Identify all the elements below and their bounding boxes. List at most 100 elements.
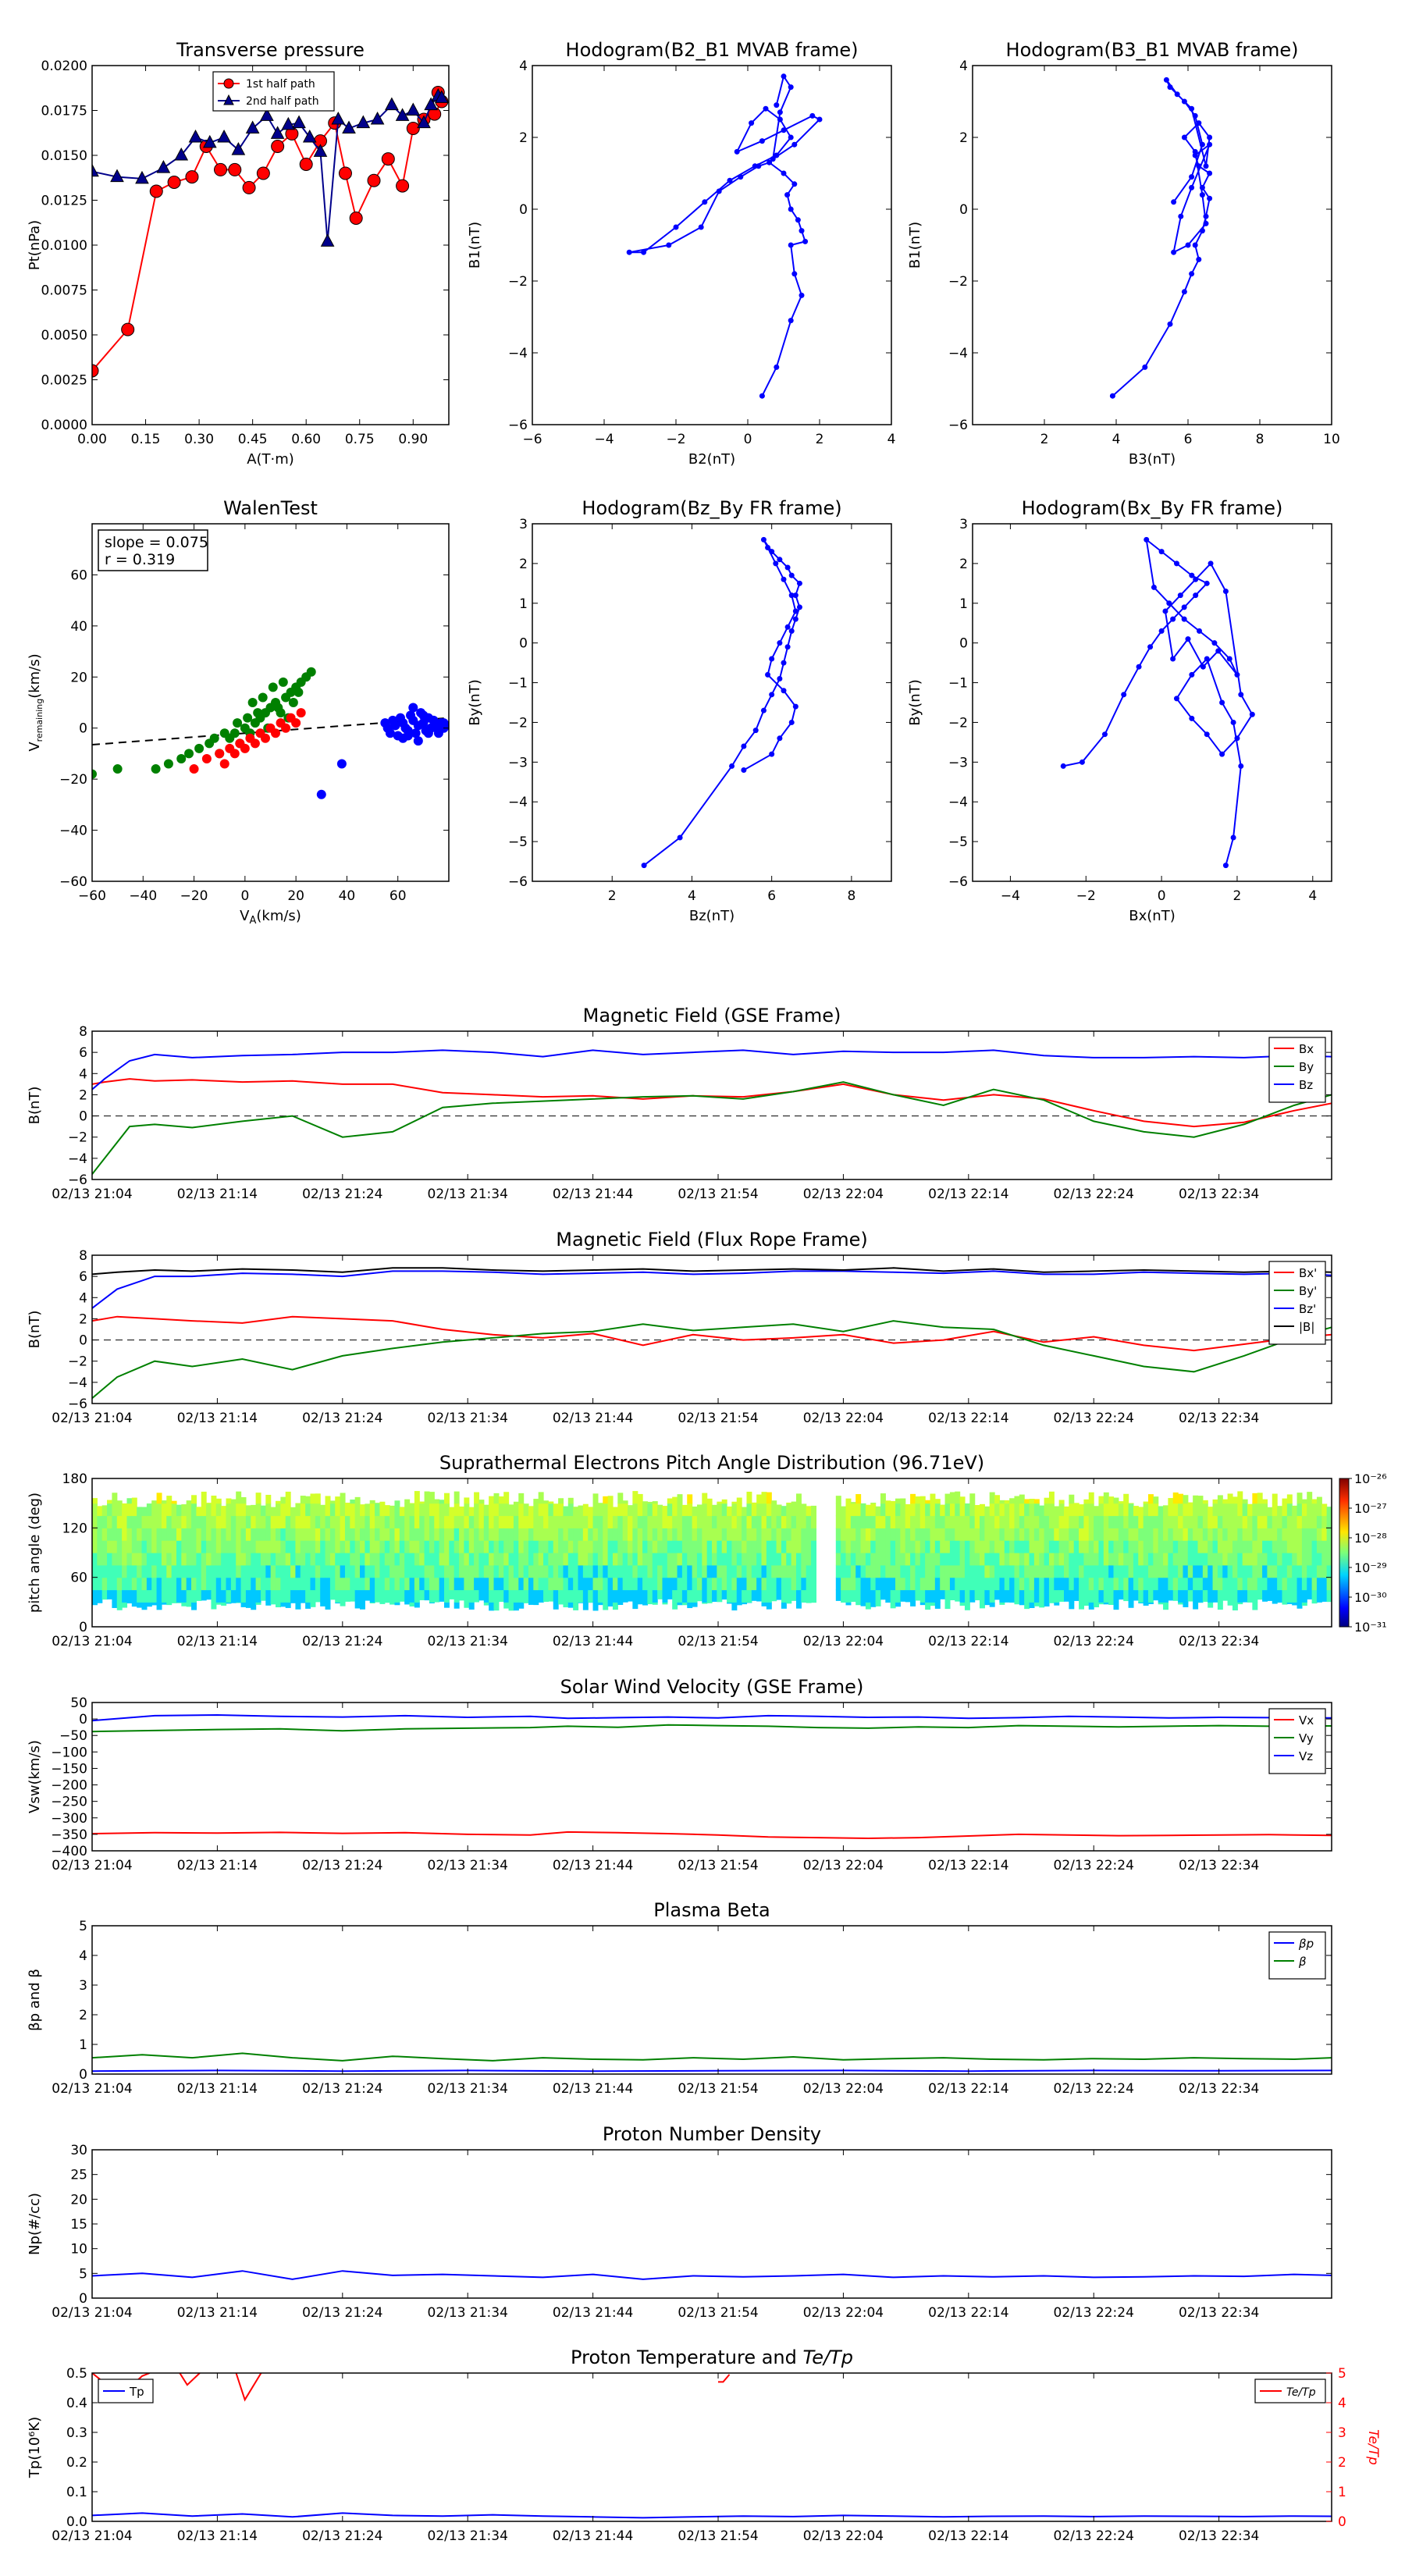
pad-cell bbox=[449, 1589, 455, 1599]
y-tick-label: 3 bbox=[519, 517, 528, 532]
pad-cell bbox=[92, 1577, 98, 1591]
pad-cell bbox=[245, 1553, 251, 1566]
pad-cell bbox=[171, 1528, 177, 1541]
scatter-point bbox=[184, 749, 194, 759]
pad-cell bbox=[850, 1503, 856, 1517]
pad-cell bbox=[141, 1602, 148, 1610]
pad-cell bbox=[1227, 1515, 1233, 1528]
pad-cell bbox=[528, 1553, 534, 1566]
pad-cell bbox=[731, 1515, 738, 1528]
pad-cell bbox=[211, 1577, 217, 1591]
pad-cell bbox=[746, 1553, 752, 1566]
pad-cell bbox=[1232, 1540, 1238, 1553]
pad-cell bbox=[1069, 1503, 1075, 1517]
x-tick-label: 02/13 22:24 bbox=[1054, 1858, 1134, 1873]
pad-cell bbox=[811, 1564, 816, 1578]
pad-cell bbox=[870, 1553, 877, 1566]
pad-cell bbox=[1252, 1589, 1258, 1603]
pad-cell bbox=[989, 1528, 995, 1541]
pad-cell bbox=[667, 1540, 673, 1553]
scatter-point bbox=[413, 736, 423, 746]
pad-cell bbox=[1158, 1540, 1164, 1553]
pad-cell bbox=[161, 1540, 167, 1553]
scatter-point bbox=[408, 703, 418, 713]
pad-cell bbox=[320, 1589, 326, 1603]
x-tick-label: 02/13 22:34 bbox=[1179, 2528, 1259, 2544]
pad-cell bbox=[344, 1515, 350, 1528]
pad-cell bbox=[1044, 1577, 1050, 1591]
series-line bbox=[643, 539, 801, 866]
pad-cell bbox=[315, 1589, 321, 1603]
pad-cell bbox=[1252, 1564, 1258, 1578]
y-tick-label: 1 bbox=[519, 596, 528, 612]
pad-cell bbox=[131, 1589, 137, 1603]
pad-cell bbox=[771, 1540, 777, 1553]
y-tick-label: 0.0100 bbox=[41, 238, 87, 254]
scatter-point bbox=[260, 733, 270, 743]
pad-cell bbox=[1088, 1589, 1094, 1603]
pad-cell bbox=[885, 1564, 891, 1578]
pad-cell bbox=[795, 1503, 802, 1517]
pad-cell bbox=[756, 1589, 763, 1602]
pad-cell bbox=[964, 1589, 970, 1603]
y-tick-label: −400 bbox=[51, 1844, 87, 1859]
pad-cell bbox=[1316, 1503, 1322, 1517]
pad-cell bbox=[280, 1577, 286, 1591]
data-point bbox=[1171, 199, 1177, 205]
plot-frame bbox=[91, 2372, 1332, 2522]
pad-cell bbox=[1183, 1515, 1189, 1528]
pad-cell bbox=[548, 1589, 554, 1602]
data-point bbox=[1200, 664, 1206, 670]
pad-cell bbox=[191, 1540, 197, 1553]
data-point bbox=[795, 217, 801, 223]
pad-cell bbox=[1193, 1540, 1199, 1553]
pad-cell bbox=[375, 1553, 381, 1566]
pad-cell bbox=[1292, 1553, 1298, 1566]
y-tick-label: −6 bbox=[68, 1397, 87, 1412]
pad-cell bbox=[1193, 1495, 1199, 1504]
pad-cell bbox=[141, 1528, 148, 1541]
pad-cell bbox=[1286, 1494, 1293, 1504]
pad-cell bbox=[766, 1564, 772, 1578]
pad-cell bbox=[107, 1528, 113, 1541]
colorbar-label: 10⁻²⁶ bbox=[1354, 1471, 1387, 1486]
pad-cell bbox=[1193, 1577, 1199, 1591]
pad-cell bbox=[1297, 1503, 1303, 1517]
pad-cell bbox=[1242, 1515, 1248, 1528]
pad-cell bbox=[677, 1540, 683, 1553]
pad-cell bbox=[518, 1602, 525, 1609]
pad-cell bbox=[201, 1589, 207, 1601]
pad-cell bbox=[379, 1501, 386, 1504]
pad-cell bbox=[171, 1515, 177, 1528]
colorbar-label: 10⁻²⁷ bbox=[1354, 1501, 1387, 1516]
x-tick-label: 02/13 22:04 bbox=[803, 2528, 884, 2544]
pad-cell bbox=[746, 1577, 752, 1591]
pad-cell bbox=[474, 1503, 480, 1517]
pad-cell bbox=[1014, 1553, 1020, 1566]
pad-cell bbox=[934, 1499, 941, 1504]
pad-cell bbox=[969, 1577, 976, 1591]
pad-cell bbox=[211, 1528, 217, 1541]
pad-cell bbox=[1009, 1564, 1016, 1578]
pad-cell bbox=[1103, 1540, 1109, 1553]
scatter-point bbox=[385, 728, 395, 738]
pad-cell bbox=[226, 1553, 232, 1566]
pad-cell bbox=[603, 1540, 609, 1553]
pad-cell bbox=[801, 1577, 807, 1591]
pad-cell bbox=[176, 1589, 182, 1603]
pad-cell bbox=[1123, 1493, 1129, 1504]
pad-cell bbox=[692, 1540, 698, 1553]
pad-cell bbox=[474, 1515, 480, 1528]
x-tick-label: 02/13 21:34 bbox=[428, 1411, 508, 1426]
pad-cell bbox=[290, 1564, 297, 1578]
pad-cell bbox=[424, 1589, 430, 1601]
pad-cell bbox=[1307, 1577, 1313, 1591]
data-point bbox=[749, 120, 755, 126]
pad-cell bbox=[895, 1564, 901, 1578]
pad-cell bbox=[632, 1491, 638, 1504]
pad-cell bbox=[414, 1553, 420, 1566]
pad-cell bbox=[1197, 1515, 1204, 1528]
pad-cell bbox=[543, 1589, 549, 1603]
pad-cell bbox=[533, 1553, 539, 1566]
data-point bbox=[260, 108, 274, 121]
